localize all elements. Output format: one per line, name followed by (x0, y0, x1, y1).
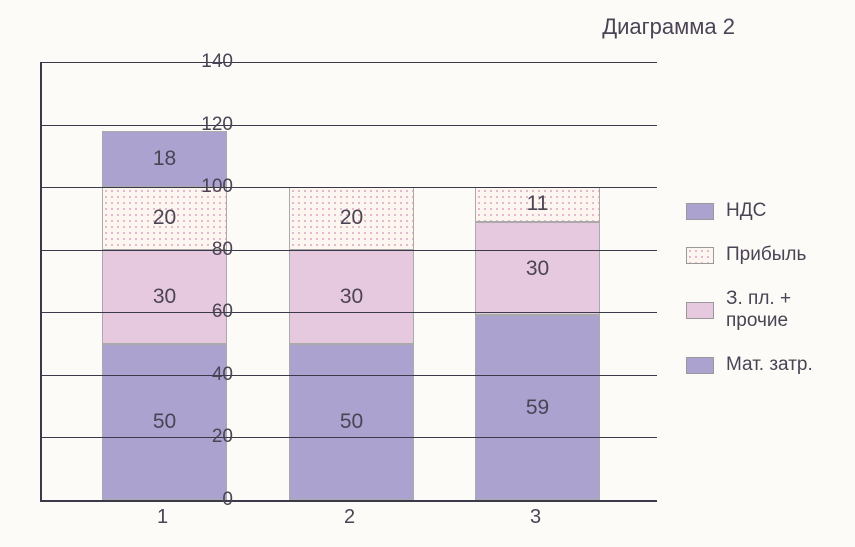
legend-item-zpl: З. пл. + прочие (686, 288, 846, 332)
y-tick-label: 100 (195, 176, 233, 198)
legend-label: З. пл. + прочие (726, 288, 846, 332)
legend-item-nds: НДС (686, 200, 846, 222)
x-tick-label: 2 (287, 506, 412, 529)
bar-segment-zpl: 30 (475, 222, 600, 316)
chart-title: Диаграмма 2 (602, 14, 735, 40)
y-tick-label: 80 (195, 239, 233, 261)
bars-layer: 50302018503020593011 (42, 62, 657, 500)
legend-swatch (686, 357, 714, 374)
gridline (42, 250, 657, 251)
legend-label: НДС (726, 200, 766, 222)
y-tick-label: 20 (195, 426, 233, 448)
gridline (42, 312, 657, 313)
y-tick-label: 60 (195, 301, 233, 323)
y-tick-label: 140 (195, 51, 233, 73)
bar-segment-mat: 50 (289, 344, 414, 500)
legend-label: Мат. затр. (726, 354, 813, 376)
legend: НДС Прибыль З. пл. + прочие Мат. затр. (686, 200, 846, 398)
y-tick-label: 120 (195, 114, 233, 136)
legend-item-prib: Прибыль (686, 244, 846, 266)
bar-segment-zpl: 30 (102, 250, 227, 344)
x-tick-label: 1 (100, 506, 225, 529)
gridline (42, 62, 657, 63)
plot-area: 50302018503020593011 (40, 62, 657, 502)
bar-segment-zpl: 30 (289, 250, 414, 344)
legend-label: Прибыль (726, 244, 806, 266)
x-tick-label: 3 (473, 506, 598, 529)
legend-item-mat: Мат. затр. (686, 354, 846, 376)
gridline (42, 187, 657, 188)
legend-swatch (686, 302, 714, 319)
bar-segment-prib: 20 (289, 187, 414, 250)
gridline (42, 375, 657, 376)
gridline (42, 437, 657, 438)
legend-swatch (686, 203, 714, 220)
bar-segment-mat: 59 (475, 315, 600, 500)
gridline (42, 125, 657, 126)
legend-swatch (686, 247, 714, 264)
y-tick-label: 40 (195, 364, 233, 386)
bar-segment-prib: 11 (475, 187, 600, 221)
